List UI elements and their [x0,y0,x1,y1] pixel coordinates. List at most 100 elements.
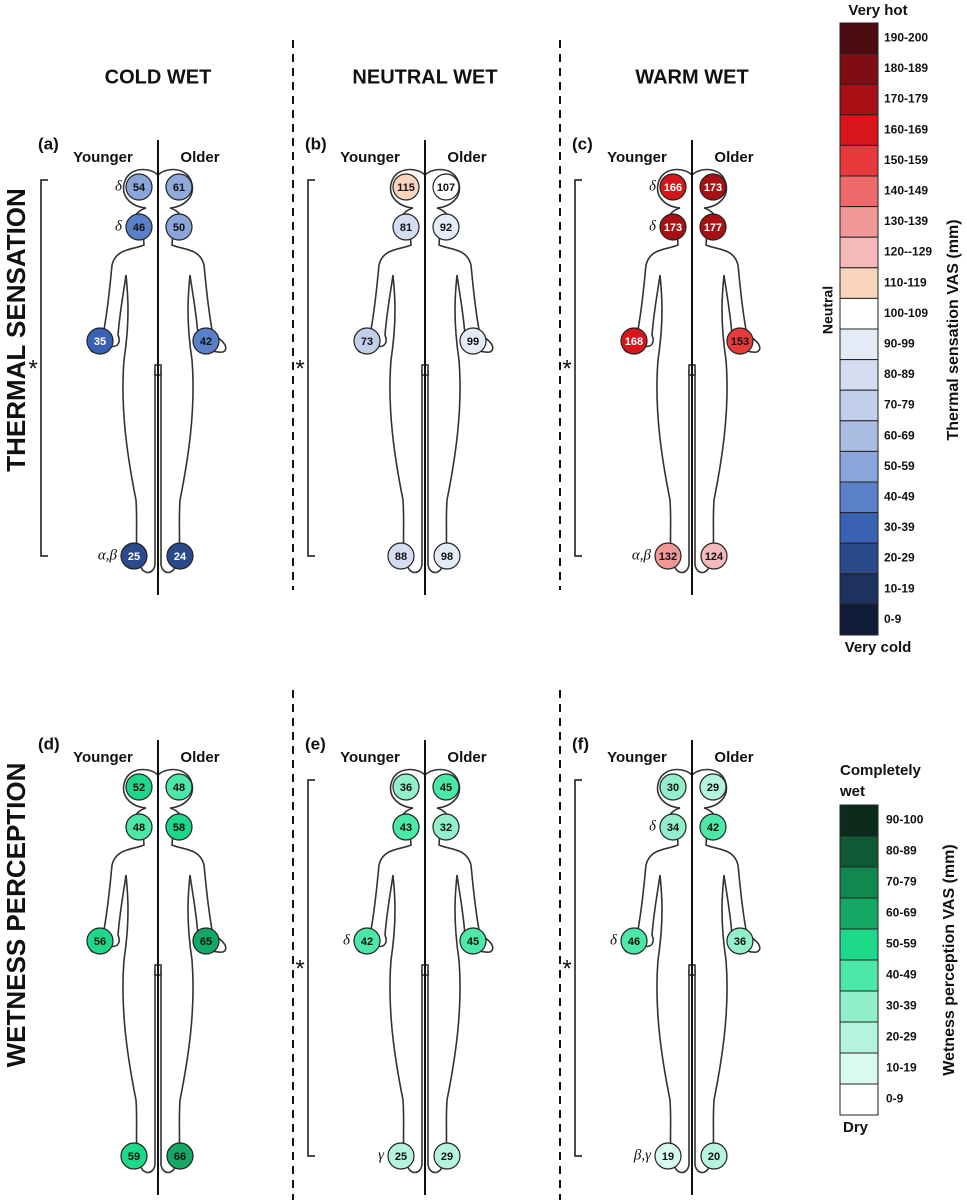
significance-note: δ [115,218,123,234]
site-value: 65 [200,936,212,948]
site-circle [699,773,727,801]
legend-swatch [839,450,879,483]
site-circle [120,542,148,570]
site-circle [699,213,727,241]
legend-swatch [839,420,879,452]
legend-label: 120--129 [884,245,932,259]
site-circle [86,927,114,955]
column-title: WARM WET [635,66,748,88]
legend-label: 170-179 [884,92,928,106]
legend-swatch [839,206,879,238]
site-circle [165,773,193,801]
site-value: 36 [734,936,746,948]
site-circle [726,327,754,355]
significance-note: γ [378,1147,385,1163]
legend-label: 70-79 [884,398,915,412]
legend-label: 110-119 [884,275,927,289]
site-circle [86,327,114,355]
legend-title: Wetness perception VAS (mm) [941,844,958,1075]
legend-title: Thermal sensation VAS (mm) [945,219,962,440]
site-circle [120,1142,148,1170]
legend-swatch [839,928,879,961]
site-circle [654,542,682,570]
site-value: 168 [625,336,643,348]
site-circle [659,813,687,841]
site-circle [459,327,487,355]
site-circle [165,173,193,201]
legend-label: 100-109 [884,306,928,320]
site-circle [659,173,687,201]
site-value: 42 [707,822,719,834]
legend-top: wet [839,783,865,800]
legend-label: 40-49 [884,489,915,503]
site-value: 177 [704,222,722,234]
panel-label: (c) [572,134,593,153]
site-circle [392,173,420,201]
site-circle [726,927,754,955]
legend-swatch [839,175,879,208]
site-circle [392,773,420,801]
group-label: Older [180,749,219,766]
site-circle [659,773,687,801]
site-value: 29 [707,782,719,794]
site-value: 92 [440,222,452,234]
legend-swatch [839,236,879,269]
site-value: 88 [395,551,407,563]
legend-swatch [839,1083,879,1116]
panel-label: (b) [305,134,327,153]
site-circle [700,1142,728,1170]
site-value: 36 [400,782,412,794]
legend-top: Very hot [848,2,907,19]
legend-swatch [839,573,879,605]
group-label: Older [714,149,753,166]
site-value: 115 [397,182,415,194]
site-circle [699,813,727,841]
site-circle [620,327,648,355]
legend-label: 190-200 [884,30,928,44]
site-circle [192,327,220,355]
legend-label: 20-29 [886,1030,917,1044]
site-value: 45 [440,782,452,794]
legend-label: 130-139 [884,214,928,228]
legend-swatch [839,328,879,361]
group-label: Younger [73,149,133,166]
site-value: 32 [440,822,452,834]
site-circle [192,927,220,955]
significance-star: * [562,955,571,982]
site-value: 107 [437,182,455,194]
site-circle [433,542,461,570]
site-value: 52 [133,782,145,794]
legend-top: Completely [840,762,922,779]
significance-note: α,β [632,547,652,563]
site-value: 66 [174,1151,186,1163]
site-circle [125,773,153,801]
site-circle [353,327,381,355]
bracket [40,179,48,557]
site-value: 73 [361,336,373,348]
bracket [307,779,315,1157]
legend-bottom: Dry [843,1119,869,1136]
site-circle [125,173,153,201]
site-value: 166 [664,182,682,194]
legend-swatch [839,481,879,514]
site-value: 54 [133,182,146,194]
legend-swatch [839,53,879,85]
legend-label: 50-59 [884,459,915,473]
site-circle [459,927,487,955]
legend-label: 140-149 [884,183,928,197]
site-value: 153 [731,336,749,348]
legend-swatch [839,1052,879,1085]
site-value: 34 [667,822,680,834]
legend-swatch [839,959,879,992]
group-label: Older [447,149,486,166]
legend-swatch [839,267,879,299]
legend-swatch [839,83,879,116]
site-circle [392,213,420,241]
legend-label: 0-9 [884,612,902,626]
legend-swatch [839,114,879,146]
panel-label: (a) [38,134,59,153]
site-circle [166,1142,194,1170]
site-value: 58 [173,822,185,834]
site-circle [432,173,460,201]
